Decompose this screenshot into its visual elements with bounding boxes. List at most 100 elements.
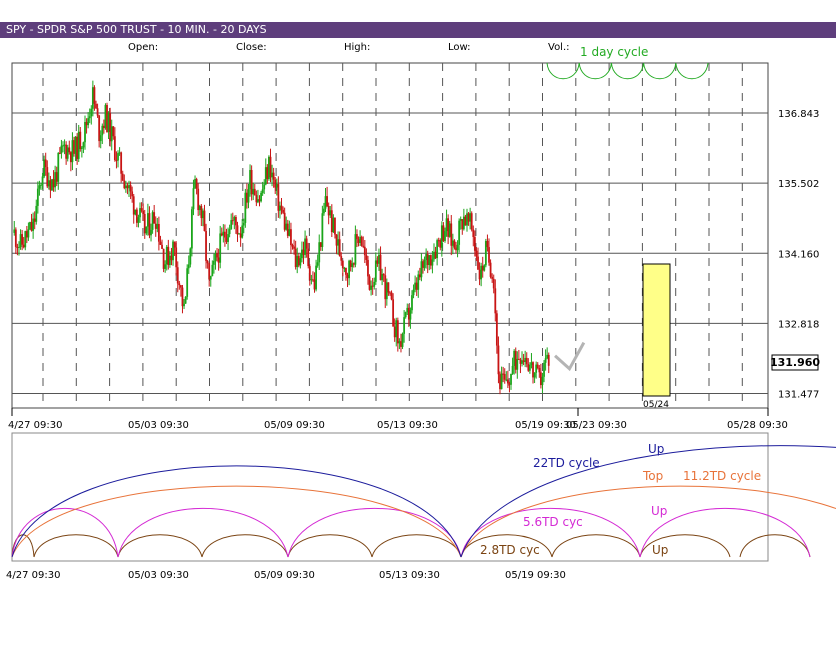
candle-body <box>230 220 233 230</box>
candle-body <box>120 152 123 174</box>
candle-body <box>186 268 189 297</box>
candle-body <box>406 307 409 313</box>
candle-body <box>472 229 475 237</box>
candle-body <box>530 362 533 365</box>
candle-body <box>488 247 490 263</box>
candle-body <box>286 223 289 236</box>
candle-body <box>519 359 522 364</box>
cycle-x-axis-label: 05/03 09:30 <box>128 570 189 581</box>
candle-body <box>536 364 539 369</box>
candle-body <box>137 217 140 223</box>
candle-body <box>436 240 439 259</box>
candle-body <box>341 260 344 269</box>
candle-body <box>315 265 317 290</box>
candle-body <box>407 307 410 320</box>
candle-body <box>164 264 167 269</box>
candle-body <box>352 263 355 265</box>
cycle-arc-2-8td <box>739 534 811 558</box>
candle-body <box>524 357 527 363</box>
candle-body <box>385 282 388 300</box>
candle-body <box>139 208 141 218</box>
candle-body <box>346 274 349 279</box>
candle-body <box>475 250 478 257</box>
candle-body <box>401 333 404 347</box>
candle-body <box>71 140 74 163</box>
candle-body <box>357 239 360 243</box>
candle-body <box>486 240 489 248</box>
candle-body <box>434 251 437 259</box>
candle-body <box>469 213 472 222</box>
candle-body <box>157 223 160 242</box>
candle-body <box>205 231 207 261</box>
candle-body <box>426 253 429 266</box>
candle-body <box>184 296 187 304</box>
candle-body <box>244 192 247 223</box>
candle-body <box>84 121 86 143</box>
candle-body <box>40 184 42 186</box>
candle-body <box>68 147 71 153</box>
candle-body <box>428 255 431 266</box>
candle-body <box>308 266 311 280</box>
candle-body <box>154 223 157 229</box>
candle-body <box>239 233 242 238</box>
candle-body <box>484 240 487 266</box>
candle-body <box>392 299 395 327</box>
candle-body <box>470 213 473 230</box>
candle-body <box>313 279 316 290</box>
x-axis-label: 05/09 09:30 <box>264 420 325 430</box>
candle-body <box>387 282 390 293</box>
candle-body <box>506 379 509 384</box>
candle-body <box>293 246 295 249</box>
candle-body <box>228 229 231 235</box>
candle-body <box>396 320 399 344</box>
candle-body <box>400 341 402 347</box>
cycle-arc-2-8td <box>460 534 553 558</box>
candle-body <box>462 216 465 230</box>
candle-body <box>326 196 328 207</box>
candle-body <box>145 226 148 234</box>
candle-body <box>461 219 464 230</box>
candle-body <box>495 313 498 346</box>
candle-body <box>148 213 151 236</box>
candle-body <box>32 218 35 231</box>
candle-body <box>95 103 97 109</box>
candle-body <box>360 236 363 246</box>
candle-body <box>453 240 456 248</box>
candle-body <box>294 248 297 268</box>
candle-body <box>266 167 269 180</box>
close-label: Close: <box>236 42 267 53</box>
candle-body <box>271 172 273 178</box>
open-label: Open: <box>128 42 159 53</box>
candle-body <box>222 231 225 236</box>
candle-body <box>21 234 24 245</box>
candle-body <box>131 191 134 197</box>
candle-body <box>417 274 420 290</box>
candle-body <box>539 372 542 386</box>
candle-body <box>33 218 36 222</box>
candle-body <box>264 167 267 185</box>
candle-body <box>437 240 440 242</box>
candle-body <box>216 253 218 258</box>
candle-body <box>129 185 132 192</box>
candle-body <box>525 357 528 365</box>
series-label-11td: 11.2TD cycle <box>683 469 761 483</box>
candle-body <box>249 170 251 190</box>
candle-body <box>224 231 226 238</box>
candle-body <box>41 176 44 185</box>
candle-body <box>242 222 245 226</box>
candle-body <box>319 242 322 247</box>
candle-body <box>200 206 203 219</box>
candle-body <box>99 135 102 142</box>
candle-body <box>87 118 90 126</box>
day-cycle-arc <box>578 62 612 80</box>
candle-body <box>371 285 374 287</box>
candle-body <box>511 365 514 374</box>
candle-body <box>521 360 523 364</box>
candle-body <box>128 185 130 189</box>
candle-body <box>497 345 500 375</box>
candle-body <box>337 239 339 246</box>
candle-body <box>203 210 206 232</box>
candle-body <box>16 246 19 248</box>
day-cycle-arc <box>610 62 645 80</box>
candle-body <box>492 278 495 289</box>
